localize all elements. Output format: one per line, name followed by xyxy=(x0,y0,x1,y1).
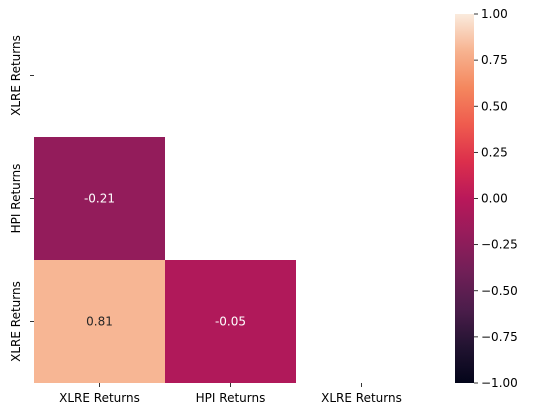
heatmap-cell-2-0 xyxy=(34,260,165,383)
colorbar-tick-label: 0.75 xyxy=(481,53,508,67)
x-tick-label: XLRE Returns xyxy=(59,391,140,405)
x-tick-label: HPI Returns xyxy=(196,391,266,405)
colorbar-tick-label: 0.00 xyxy=(481,192,508,206)
heatmap-cell-1-0 xyxy=(34,137,165,260)
colorbar-tick-label: −0.25 xyxy=(481,238,518,252)
colorbar: −1.00 −0.75 −0.50 −0.25 0.00 0.25 0.50 0.75 1.00 xyxy=(455,7,518,390)
cell-value-label: -0.05 xyxy=(215,315,246,329)
colorbar-tick-label: −0.50 xyxy=(481,284,518,298)
x-axis-ticks: XLRE Returns HPI Returns XLRE Returns xyxy=(59,383,402,405)
y-axis-ticks: XLRE Returns HPI Returns XLRE Returns xyxy=(9,35,34,362)
heatmap-cells xyxy=(34,137,296,383)
y-tick-label: HPI Returns xyxy=(9,164,23,234)
heatmap-cell-labels: -0.21 0.81 -0.05 xyxy=(84,192,246,329)
x-tick-label: XLRE Returns xyxy=(321,391,402,405)
colorbar-tick-label: −1.00 xyxy=(481,376,518,390)
y-tick-label: XLRE Returns xyxy=(9,281,23,362)
colorbar-tick-label: 0.50 xyxy=(481,99,508,113)
heatmap-cell-2-1 xyxy=(165,260,296,383)
colorbar-gradient xyxy=(455,14,474,383)
y-tick-label: XLRE Returns xyxy=(9,35,23,116)
colorbar-tick-label: 0.25 xyxy=(481,145,508,159)
cell-value-label: -0.21 xyxy=(84,192,115,206)
cell-value-label: 0.81 xyxy=(86,315,113,329)
colorbar-tick-label: −0.75 xyxy=(481,330,518,344)
colorbar-tick-label: 1.00 xyxy=(481,7,508,21)
